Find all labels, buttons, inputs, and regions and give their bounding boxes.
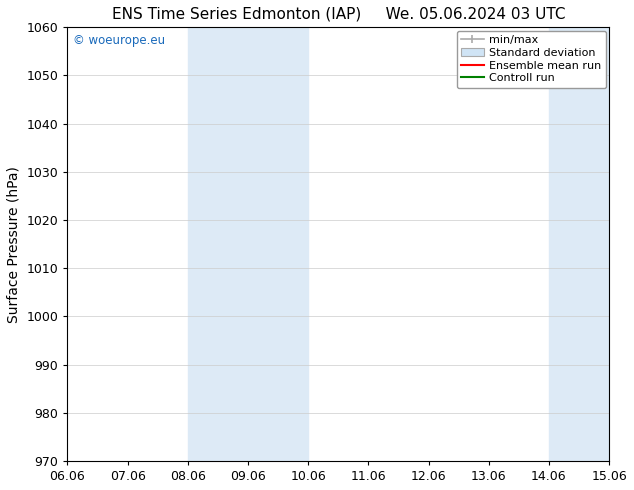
- Y-axis label: Surface Pressure (hPa): Surface Pressure (hPa): [7, 166, 21, 322]
- Bar: [188, 27, 308, 461]
- Legend: min/max, Standard deviation, Ensemble mean run, Controll run: min/max, Standard deviation, Ensemble me…: [457, 30, 606, 88]
- Text: © woeurope.eu: © woeurope.eu: [73, 34, 165, 47]
- Bar: [549, 27, 609, 461]
- Title: ENS Time Series Edmonton (IAP)     We. 05.06.2024 03 UTC: ENS Time Series Edmonton (IAP) We. 05.06…: [112, 7, 565, 22]
